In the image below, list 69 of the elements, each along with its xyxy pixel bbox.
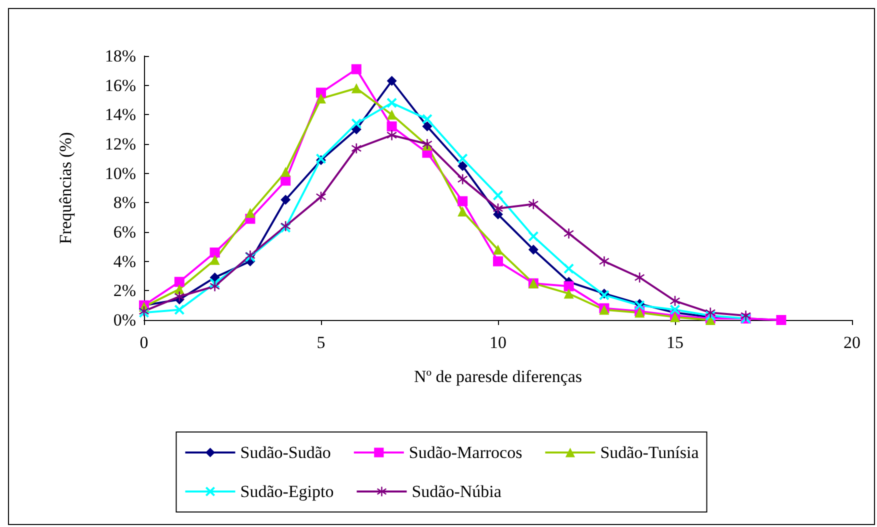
point	[528, 244, 538, 255]
point	[351, 143, 362, 154]
y-tick-label: 12%	[104, 134, 136, 154]
point	[351, 64, 362, 74]
x-tick-label: 10	[490, 333, 506, 352]
y-tick-label: 0%	[113, 310, 136, 330]
point	[493, 190, 503, 200]
point	[351, 118, 362, 128]
x-tick-label: 15	[666, 333, 684, 352]
y-tick-label: 6%	[113, 222, 136, 242]
point	[458, 196, 468, 206]
legend-label: Sudão-Marrocos	[408, 443, 522, 462]
y-tick-label: 10%	[104, 164, 136, 183]
legend-label: Sudão-Sudão	[240, 443, 331, 462]
legend-label: Sudão-Egipto	[240, 482, 334, 501]
point	[210, 248, 220, 258]
point	[174, 304, 184, 315]
y-tick-label: 8%	[113, 193, 136, 212]
point	[386, 130, 397, 140]
point	[670, 304, 680, 315]
point	[670, 296, 680, 306]
point	[210, 272, 220, 282]
y-tick-label: 4%	[113, 252, 136, 271]
x-axis-title: Nº de paresde diferenças	[414, 367, 582, 386]
point	[210, 281, 220, 292]
point	[280, 166, 291, 177]
point	[422, 121, 432, 132]
point	[528, 199, 538, 210]
point	[386, 110, 397, 120]
y-axis-title: Frequências (%)	[56, 132, 75, 244]
y-tick-label: 18%	[104, 46, 136, 66]
point	[210, 254, 220, 265]
point	[280, 194, 291, 205]
point	[351, 83, 362, 94]
point	[174, 276, 184, 287]
y-tick-label: 16%	[104, 76, 136, 95]
point	[493, 244, 503, 255]
y-tick-label: 2%	[113, 281, 136, 300]
point	[386, 121, 397, 132]
point	[493, 256, 503, 266]
point	[386, 98, 397, 108]
point	[458, 206, 468, 216]
x-tick-label: 20	[844, 333, 860, 352]
point	[740, 310, 751, 321]
point	[705, 308, 716, 318]
point	[528, 231, 538, 242]
x-tick-label: 5	[316, 333, 326, 352]
point	[634, 272, 645, 282]
point	[564, 288, 574, 299]
point	[422, 114, 432, 124]
point	[458, 174, 468, 184]
point	[316, 192, 326, 202]
point	[386, 76, 397, 86]
point	[599, 256, 610, 266]
x-tick-label: 0	[140, 333, 148, 352]
legend-label: Sudão-Tunísia	[600, 443, 700, 462]
point	[493, 209, 503, 220]
point	[564, 281, 574, 292]
y-tick-label: 14%	[104, 105, 136, 124]
point	[316, 94, 326, 104]
point	[245, 208, 256, 218]
legend-label: Sudão-Núbia	[412, 482, 502, 501]
point	[458, 161, 468, 171]
point	[493, 204, 503, 214]
point	[564, 264, 574, 274]
point	[174, 292, 184, 302]
point	[316, 88, 326, 98]
point	[458, 154, 468, 164]
point	[564, 228, 574, 238]
